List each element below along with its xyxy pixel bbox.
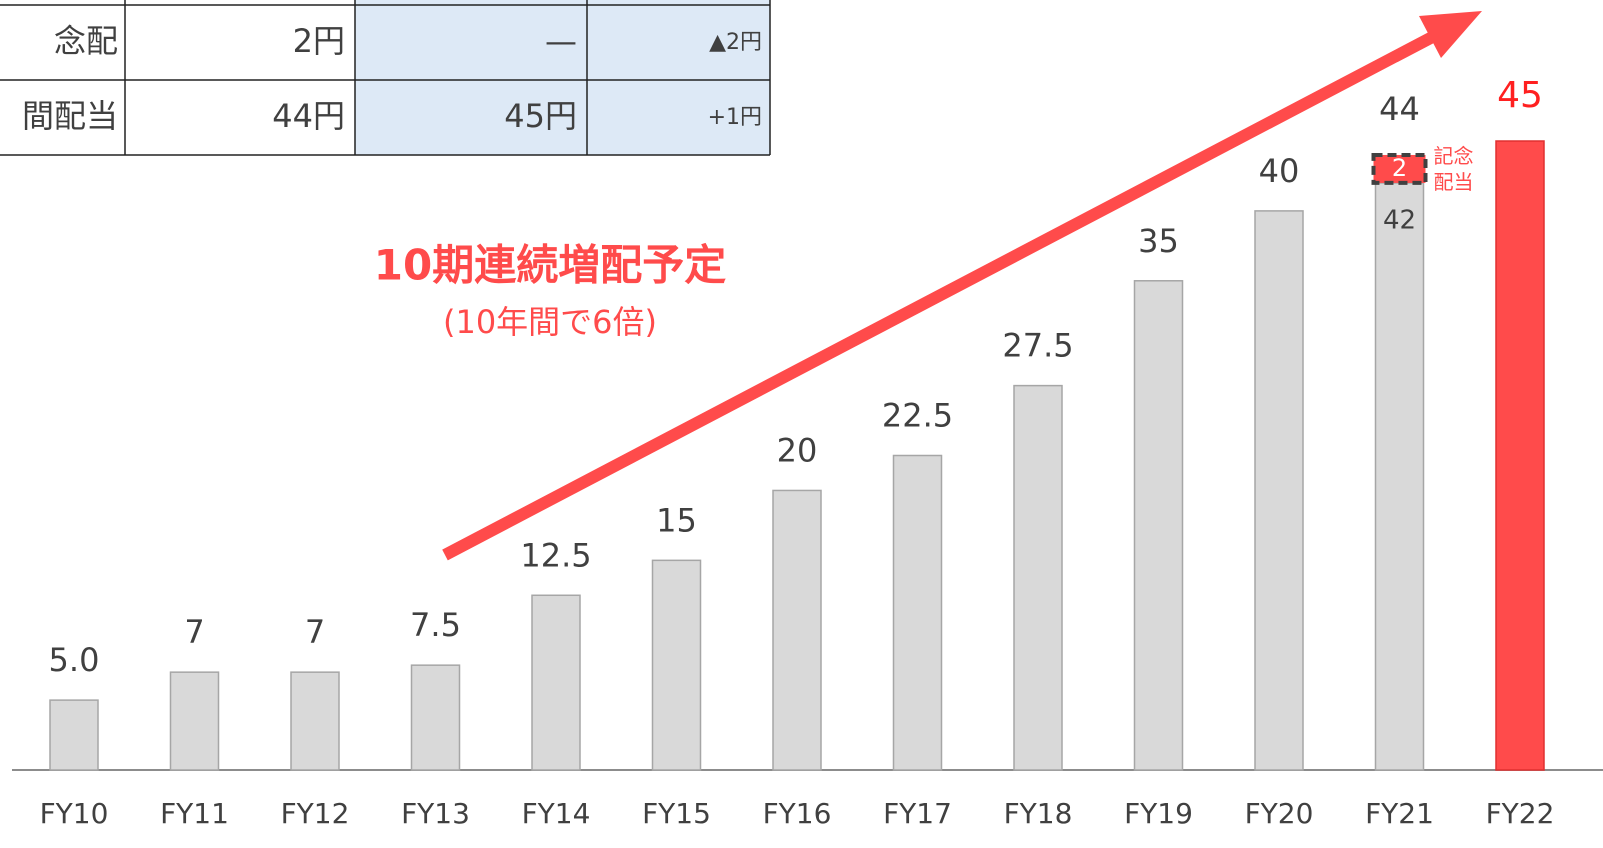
table-cell: 2円 (293, 22, 345, 60)
x-tick-label: FY12 (281, 797, 350, 830)
table-cell: 45円 (504, 97, 577, 135)
x-tick-label: FY19 (1124, 797, 1193, 830)
value-label: 20 (777, 431, 818, 469)
value-label: 7 (305, 613, 325, 651)
annotation-line: 記念 (1434, 143, 1474, 167)
annotation-line: 配当 (1434, 169, 1474, 193)
bar (290, 671, 340, 771)
x-tick-label: FY18 (1004, 797, 1073, 830)
x-tick-label: FY13 (401, 797, 470, 830)
bar (1133, 280, 1184, 771)
value-label: 27.5 (1002, 327, 1073, 365)
trend-arrow-head (1419, 11, 1482, 58)
bar (892, 454, 943, 771)
value-label: 45 (1497, 75, 1543, 116)
value-label: 7 (184, 613, 204, 651)
bar (651, 559, 702, 771)
x-tick-label: FY21 (1365, 797, 1434, 830)
value-label: 40 (1259, 152, 1300, 190)
value-label: 22.5 (882, 397, 953, 435)
chart-subtitle: (10年間で6倍) (443, 303, 657, 341)
value-label: 12.5 (520, 536, 591, 574)
table-cell: ▲2円 (709, 30, 762, 55)
value-label: 35 (1138, 222, 1179, 260)
table (0, 0, 771, 156)
annotation: 記念配当 (1434, 143, 1474, 193)
x-tick-label: FY11 (160, 797, 229, 830)
bar (772, 489, 822, 771)
segment-label: 2 (1392, 154, 1407, 182)
x-tick-label: FY10 (40, 797, 109, 830)
value-label: 5.0 (49, 641, 100, 679)
bar (49, 699, 99, 771)
bar (410, 664, 461, 771)
x-tick-label: FY17 (883, 797, 952, 830)
table-cell: 間配当 (22, 97, 118, 135)
bar (1495, 140, 1545, 771)
x-tick-label: FY22 (1486, 797, 1555, 830)
x-tick-label: FY20 (1245, 797, 1314, 830)
x-tick-label: FY16 (763, 797, 832, 830)
commemorative-bar (1371, 152, 1428, 185)
value-label: 7.5 (410, 606, 461, 644)
table-cell: 念配 (54, 22, 118, 60)
trend-arrow (442, 27, 1443, 561)
x-tick-label: FY14 (522, 797, 591, 830)
bar (531, 594, 581, 771)
table-cell: +1円 (708, 105, 762, 130)
bar (169, 671, 220, 771)
bar (1374, 182, 1425, 771)
chart-title: 10期連続増配予定 (374, 241, 726, 290)
highlight-cells (355, 0, 770, 155)
table-cell: — (545, 22, 577, 60)
value-label: 15 (656, 501, 697, 539)
total-label: 44 (1379, 90, 1420, 128)
bar (1013, 384, 1063, 771)
table-cell: 44円 (272, 97, 345, 135)
segment-label: 42 (1383, 205, 1416, 235)
x-tick-label: FY15 (642, 797, 711, 830)
bar (1254, 210, 1304, 771)
